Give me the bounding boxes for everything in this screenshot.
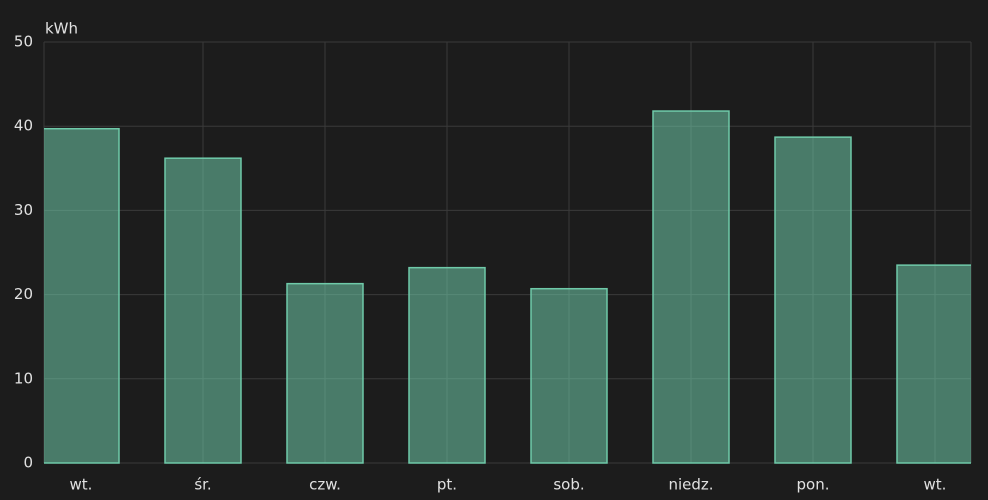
y-tick-label: 20 xyxy=(14,285,33,303)
y-tick-label: 10 xyxy=(14,369,33,387)
x-tick-label: wt. xyxy=(924,476,947,494)
bar xyxy=(286,282,364,464)
bar xyxy=(774,136,852,464)
x-tick-label: czw. xyxy=(309,476,341,494)
bar xyxy=(530,287,608,464)
y-axis-title: kWh xyxy=(45,20,78,38)
x-tick-label: niedz. xyxy=(668,476,713,494)
bar xyxy=(408,266,486,464)
x-tick-label: wt. xyxy=(70,476,93,494)
x-tick-label: pon. xyxy=(797,476,830,494)
x-tick-label: sob. xyxy=(553,476,584,494)
labels: 0 10 20 30 40 50 wt. śr. czw. pt. sob. niedz. pon. wt… xyxy=(14,33,947,494)
bar xyxy=(44,127,120,464)
bar xyxy=(164,157,242,464)
bar xyxy=(896,264,971,464)
y-tick-label: 0 xyxy=(23,454,33,472)
x-tick-label: pt. xyxy=(437,476,457,494)
x-tick-label: śr. xyxy=(194,476,211,494)
y-tick-label: 50 xyxy=(14,33,33,51)
bars xyxy=(44,110,971,464)
bar xyxy=(652,110,730,464)
y-tick-label: 40 xyxy=(14,117,33,135)
y-tick-label: 30 xyxy=(14,201,33,219)
